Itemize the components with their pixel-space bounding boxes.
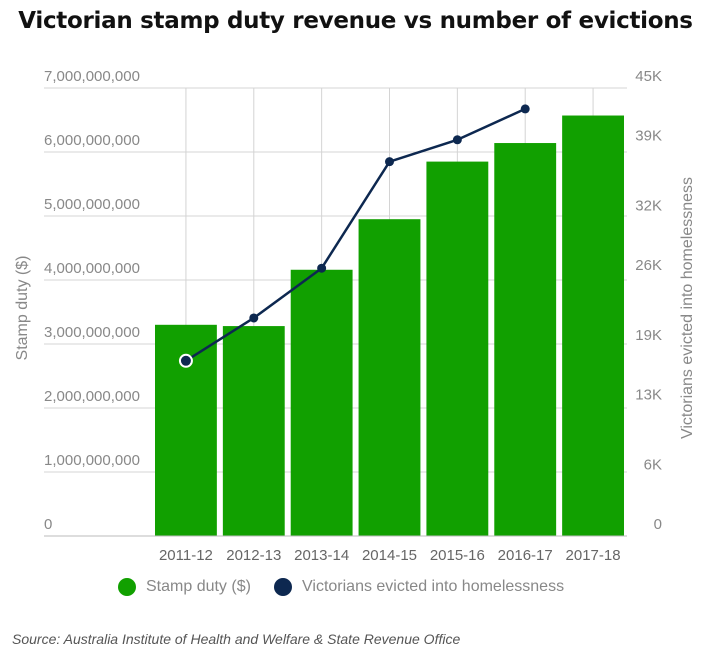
y-left-tick-label: 2,000,000,000 bbox=[44, 388, 140, 405]
legend: Stamp duty ($) Victorians evicted into h… bbox=[0, 578, 711, 600]
bar-stamp-duty bbox=[222, 326, 285, 536]
legend-label-stamp-duty: Stamp duty ($) bbox=[146, 578, 251, 595]
source-note: Source: Australia Institute of Health an… bbox=[12, 631, 461, 647]
legend-swatch-stamp-duty bbox=[118, 578, 136, 596]
y-right-tick-label: 6K bbox=[644, 456, 662, 473]
legend-item-evictions[interactable]: Victorians evicted into homelessness bbox=[274, 578, 564, 596]
bar-stamp-duty bbox=[562, 115, 624, 537]
y-right-tick-label: 19K bbox=[635, 327, 662, 344]
y-right-tick-label: 13K bbox=[635, 387, 662, 404]
y-left-tick-label: 4,000,000,000 bbox=[44, 260, 140, 277]
bar-stamp-duty bbox=[290, 269, 353, 536]
y-right-tick-label: 26K bbox=[635, 257, 662, 274]
y-left-axis-label: Stamp duty ($) bbox=[14, 256, 31, 361]
point-evictions bbox=[249, 313, 259, 323]
x-tick-label: 2017-18 bbox=[566, 547, 621, 564]
bar-stamp-duty bbox=[494, 143, 557, 537]
bar-stamp-duty bbox=[358, 219, 421, 536]
chart-title: Victorian stamp duty revenue vs number o… bbox=[18, 8, 693, 34]
x-tick-label: 2013-14 bbox=[294, 547, 349, 564]
x-tick-label: 2016-17 bbox=[498, 547, 553, 564]
line-evictions bbox=[185, 107, 526, 362]
y-left-tick-label: 7,000,000,000 bbox=[44, 68, 140, 85]
y-right-tick-label: 0 bbox=[654, 516, 662, 533]
x-tick-label: 2011-12 bbox=[159, 547, 213, 564]
y-right-tick-label: 39K bbox=[635, 128, 662, 145]
point-evictions bbox=[317, 263, 327, 273]
point-evictions bbox=[452, 135, 462, 145]
point-evictions bbox=[385, 157, 394, 167]
legend-label-evictions: Victorians evicted into homelessness bbox=[302, 578, 565, 595]
y-right-tick-label: 32K bbox=[635, 197, 662, 214]
y-left-tick-label: 3,000,000,000 bbox=[44, 324, 140, 341]
y-left-tick-label: 5,000,000,000 bbox=[44, 196, 140, 213]
y-left-tick-label: 6,000,000,000 bbox=[44, 132, 140, 149]
point-evictions bbox=[520, 104, 530, 114]
x-tick-label: 2014-15 bbox=[362, 547, 417, 564]
x-tick-label: 2015-16 bbox=[430, 547, 485, 564]
point-evictions bbox=[178, 353, 193, 368]
y-right-tick-label: 45K bbox=[635, 68, 662, 85]
legend-item-stamp-duty[interactable]: Stamp duty ($) bbox=[118, 578, 251, 596]
x-tick-label: 2012-13 bbox=[226, 547, 281, 564]
bar-stamp-duty bbox=[426, 161, 489, 536]
y-left-tick-label: 1,000,000,000 bbox=[44, 452, 140, 469]
y-left-tick-label: 0 bbox=[44, 516, 52, 533]
y-right-axis-label: Victorians evicted into homelessness bbox=[679, 177, 696, 439]
legend-swatch-evictions bbox=[274, 578, 292, 596]
